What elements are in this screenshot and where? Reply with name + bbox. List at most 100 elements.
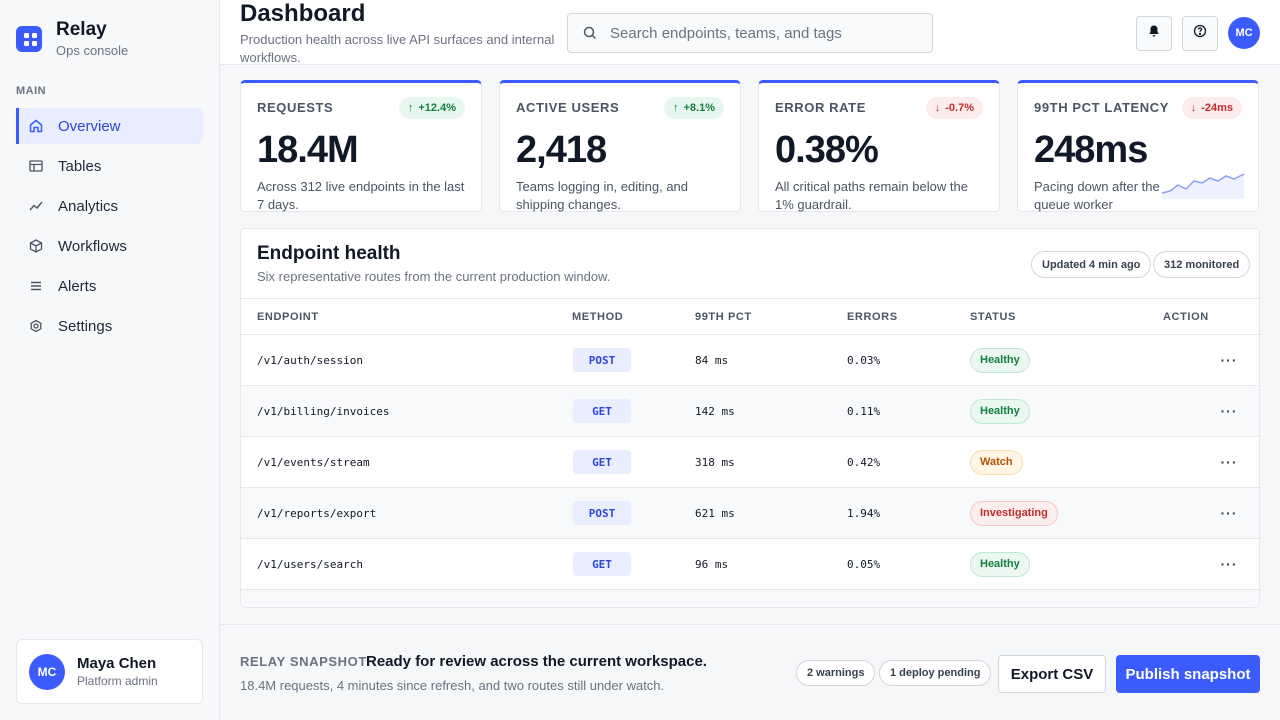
stat-value: 2,418 (516, 129, 607, 171)
brand-subtitle: Ops console (56, 43, 129, 58)
bell-icon (1147, 24, 1161, 43)
snapshot-subtitle: 18.4M requests, 4 minutes since refresh,… (240, 678, 665, 693)
arrow-down-icon: ↓ (1190, 102, 1197, 114)
p99-value: 621 ms (695, 506, 735, 520)
export-csv-button[interactable]: Export CSV (998, 655, 1106, 693)
search-icon (582, 25, 598, 41)
p99-value: 142 ms (695, 404, 735, 418)
nav-section-label: MAIN (16, 85, 47, 97)
column-header-action: ACTION (1163, 311, 1209, 323)
status-badge: Healthy (970, 398, 1030, 424)
method-badge: POST (573, 348, 631, 372)
list-icon (28, 278, 44, 294)
sidebar-item-analytics[interactable]: Analytics (16, 188, 203, 224)
stat-value: 18.4M (257, 129, 359, 171)
more-actions-icon[interactable]: ··· (1220, 556, 1238, 572)
arrow-up-icon: ↑ (407, 102, 414, 114)
search-input[interactable] (610, 24, 910, 42)
avatar: MC (29, 653, 65, 690)
p99-value: 84 ms (695, 353, 729, 367)
sidebar-item-alerts[interactable]: Alerts (16, 268, 203, 304)
more-actions-icon[interactable]: ··· (1220, 403, 1238, 419)
sidebar-item-tables[interactable]: Tables (16, 148, 203, 184)
page-title: Dashboard (240, 0, 366, 27)
more-actions-icon[interactable]: ··· (1220, 352, 1238, 368)
panel-title: Endpoint health (257, 243, 401, 264)
p99-value: 96 ms (695, 557, 729, 571)
status-badge: Investigating (970, 500, 1058, 526)
brand-text: Relay Ops console (56, 18, 128, 60)
method-badge: GET (573, 552, 631, 576)
sidebar-item-label: Workflows (58, 237, 127, 255)
arrow-down-icon: ↓ (934, 102, 941, 114)
method-badge: POST (573, 501, 631, 525)
grid-logo-icon (16, 26, 42, 52)
delta-value: -0.7% (945, 102, 974, 114)
panel-subtitle: Six representative routes from the curre… (257, 269, 611, 284)
arrow-up-icon: ↑ (673, 102, 679, 114)
brand-name: Relay (56, 19, 107, 40)
delta-badge: ↓ -0.7% (925, 97, 983, 119)
sidebar-item-label: Settings (58, 317, 113, 335)
status-badge: Healthy (970, 347, 1030, 373)
sidebar-item-label: Alerts (58, 277, 97, 295)
sidebar-nav: Overview Tables Analytics Workflows Aler… (16, 108, 203, 348)
gear-icon (28, 318, 44, 334)
chart-line-icon (28, 198, 44, 214)
more-actions-icon[interactable]: ··· (1220, 505, 1238, 521)
stat-note: Teams logging in, editing, and shipping … (516, 179, 689, 212)
endpoint-path: /v1/billing/invoices (257, 404, 390, 418)
table-row[interactable]: /v1/users/search GET 96 ms 0.05% Healthy… (241, 539, 1259, 590)
table-row-partial[interactable] (241, 590, 1259, 607)
table-row[interactable]: /v1/events/stream GET 318 ms 0.42% Watch… (241, 437, 1259, 488)
search-box[interactable] (567, 13, 933, 53)
table-row[interactable]: /v1/reports/export POST 621 ms 1.94% Inv… (241, 488, 1259, 539)
sidebar-item-label: Analytics (58, 197, 119, 215)
delta-value: +12.4% (418, 102, 456, 114)
endpoint-path: /v1/users/search (257, 557, 363, 571)
snapshot-title: Ready for review across the current work… (366, 653, 707, 670)
sidebar-item-overview[interactable]: Overview (16, 108, 203, 144)
user-card[interactable]: MC Maya Chen Platform admin (16, 639, 203, 704)
stat-label: ACTIVE USERS (516, 100, 620, 115)
method-badge: GET (573, 450, 631, 474)
header-avatar[interactable]: MC (1228, 17, 1260, 49)
endpoint-health-panel: Endpoint health Six representative route… (240, 228, 1260, 608)
help-button[interactable] (1182, 16, 1218, 51)
delta-value: +8.1% (683, 102, 716, 114)
stat-label: 99TH PCT LATENCY (1034, 100, 1170, 115)
sidebar-item-settings[interactable]: Settings (16, 308, 203, 344)
errors-value: 1.94% (847, 506, 881, 520)
brand[interactable]: Relay Ops console (16, 18, 128, 60)
method-badge: GET (573, 399, 631, 423)
header: Dashboard Production health across live … (220, 0, 1280, 65)
delta-badge: ↑ +12.4% (398, 97, 465, 119)
notifications-button[interactable] (1136, 16, 1172, 51)
table-row[interactable]: /v1/billing/invoices GET 142 ms 0.11% He… (241, 386, 1259, 437)
more-actions-icon[interactable]: ··· (1220, 454, 1238, 470)
stat-note: All critical paths remain below the 1% g… (775, 179, 968, 212)
sidebar: Relay Ops console MAIN Overview Tables A… (0, 0, 220, 720)
p99-value: 318 ms (695, 455, 735, 469)
user-role: Platform admin (77, 673, 158, 688)
column-header-errors: ERRORS (847, 311, 898, 323)
stat-card-error-rate: ERROR RATE ↓ -0.7% 0.38% All critical pat… (758, 80, 1000, 212)
sidebar-item-workflows[interactable]: Workflows (16, 228, 203, 264)
stat-label: ERROR RATE (775, 100, 866, 115)
sidebar-item-label: Overview (58, 117, 121, 135)
table-icon (28, 158, 44, 174)
stat-value: 248ms (1034, 129, 1148, 171)
snapshot-label: RELAY SNAPSHOT (240, 654, 367, 669)
column-header-p99: 99TH PCT (695, 311, 752, 323)
errors-value: 0.03% (847, 353, 881, 367)
errors-value: 0.05% (847, 557, 881, 571)
stat-card-requests: REQUESTS ↑ +12.4% 18.4M Across 312 live e… (240, 80, 482, 212)
user-name: Maya Chen (77, 654, 157, 672)
table-row[interactable]: /v1/auth/session POST 84 ms 0.03% Health… (241, 335, 1259, 386)
stat-card-active-users: ACTIVE USERS ↑ +8.1% 2,418 Teams logging … (499, 80, 741, 212)
stat-card-latency: 99TH PCT LATENCY ↓ -24ms 248ms Pacing dow… (1017, 80, 1259, 212)
updated-badge: Updated 4 min ago (1031, 251, 1152, 278)
pending-badge: 1 deploy pending (879, 660, 992, 686)
publish-snapshot-button[interactable]: Publish snapshot (1116, 655, 1260, 693)
home-icon (28, 118, 44, 134)
